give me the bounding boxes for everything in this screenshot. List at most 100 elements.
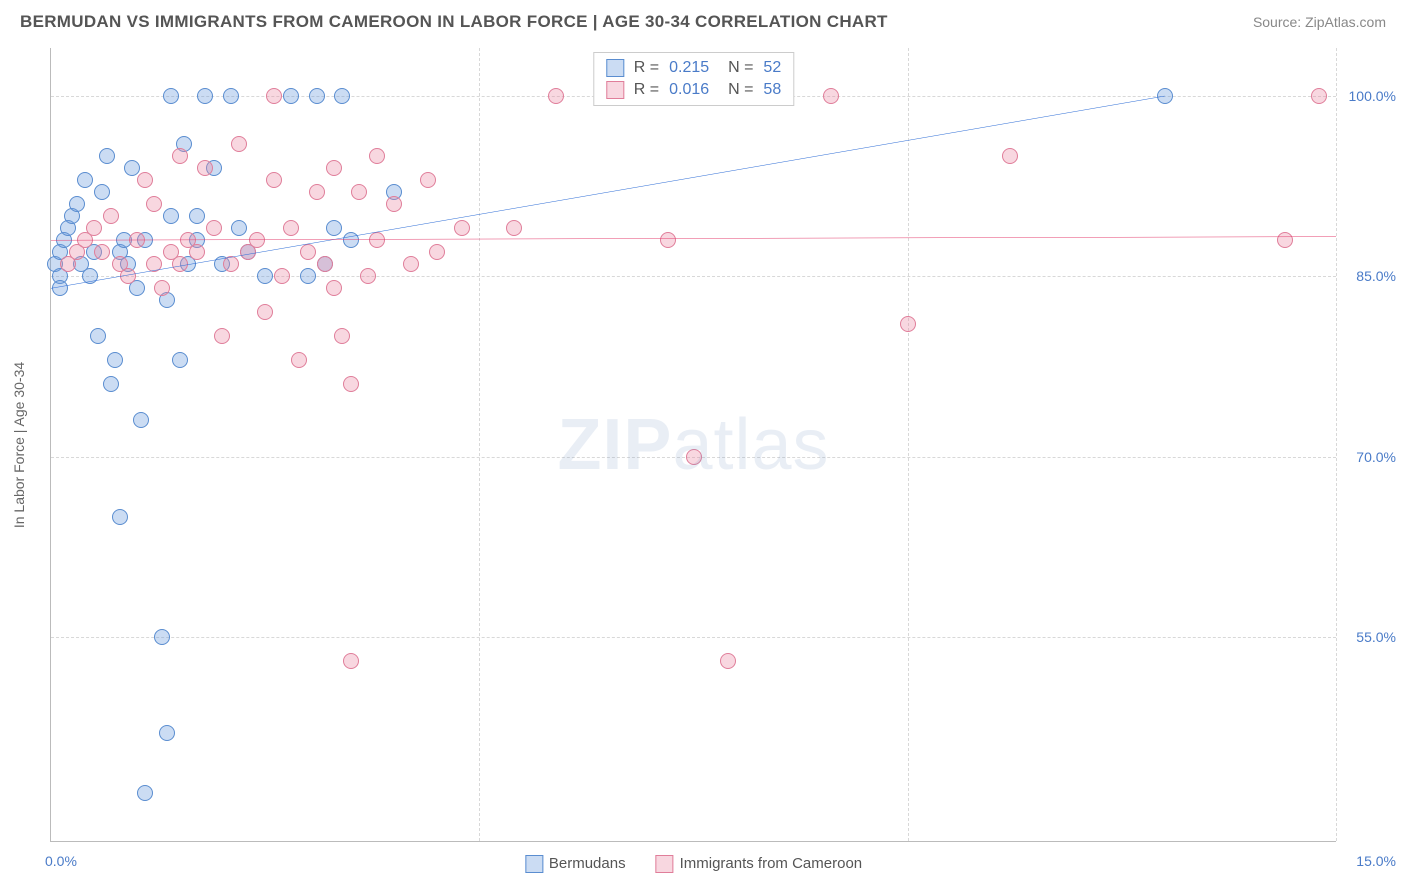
chart-source: Source: ZipAtlas.com: [1253, 14, 1386, 30]
data-point: [124, 160, 140, 176]
data-point: [206, 220, 222, 236]
data-point: [343, 653, 359, 669]
legend-label: Bermudans: [549, 855, 626, 872]
data-point: [107, 352, 123, 368]
data-point: [343, 376, 359, 392]
data-point: [112, 509, 128, 525]
data-point: [506, 220, 522, 236]
legend-item: Bermudans: [525, 855, 626, 873]
data-point: [300, 244, 316, 260]
data-point: [360, 268, 376, 284]
data-point: [172, 148, 188, 164]
legend-swatch: [656, 855, 674, 873]
data-point: [369, 148, 385, 164]
data-point: [163, 88, 179, 104]
data-point: [283, 88, 299, 104]
data-point: [120, 268, 136, 284]
legend-r-label: R =: [634, 59, 659, 77]
data-point: [1277, 232, 1293, 248]
series-legend: Bermudans Immigrants from Cameroon: [525, 855, 862, 873]
gridline-v: [1336, 48, 1337, 841]
legend-stats-row: R = 0.215 N = 52: [606, 57, 781, 79]
y-tick-label: 85.0%: [1341, 268, 1396, 284]
legend-item: Immigrants from Cameroon: [656, 855, 863, 873]
data-point: [823, 88, 839, 104]
data-point: [214, 328, 230, 344]
data-point: [249, 232, 265, 248]
data-point: [146, 196, 162, 212]
data-point: [52, 280, 68, 296]
data-point: [163, 208, 179, 224]
data-point: [94, 244, 110, 260]
data-point: [369, 232, 385, 248]
data-point: [343, 232, 359, 248]
data-point: [1157, 88, 1173, 104]
data-point: [197, 160, 213, 176]
legend-n-label: N =: [719, 59, 753, 77]
data-point: [686, 449, 702, 465]
data-point: [548, 88, 564, 104]
data-point: [274, 268, 290, 284]
data-point: [266, 172, 282, 188]
data-point: [172, 352, 188, 368]
data-point: [69, 196, 85, 212]
data-point: [137, 785, 153, 801]
data-point: [257, 304, 273, 320]
legend-label: Immigrants from Cameroon: [680, 855, 863, 872]
legend-r-value: 0.215: [669, 59, 709, 77]
data-point: [386, 196, 402, 212]
data-point: [309, 184, 325, 200]
legend-swatch: [606, 59, 624, 77]
data-point: [146, 256, 162, 272]
correlation-legend: R = 0.215 N = 52R = 0.016 N = 58: [593, 52, 794, 106]
gridline-v: [479, 48, 480, 841]
data-point: [137, 172, 153, 188]
data-point: [454, 220, 470, 236]
data-point: [154, 280, 170, 296]
legend-r-value: 0.016: [669, 81, 709, 99]
y-axis-label: In Labor Force | Age 30-34: [11, 361, 27, 527]
data-point: [223, 88, 239, 104]
data-point: [154, 629, 170, 645]
y-tick-label: 55.0%: [1341, 629, 1396, 645]
data-point: [189, 244, 205, 260]
data-point: [720, 653, 736, 669]
legend-n-label: N =: [719, 81, 753, 99]
gridline-v: [908, 48, 909, 841]
data-point: [334, 328, 350, 344]
legend-r-label: R =: [634, 81, 659, 99]
x-tick-max: 15.0%: [1356, 853, 1396, 869]
legend-swatch: [525, 855, 543, 873]
data-point: [99, 148, 115, 164]
data-point: [257, 268, 273, 284]
data-point: [82, 268, 98, 284]
data-point: [403, 256, 419, 272]
legend-n-value: 52: [763, 59, 781, 77]
data-point: [90, 328, 106, 344]
data-point: [334, 88, 350, 104]
data-point: [326, 280, 342, 296]
x-tick-min: 0.0%: [45, 853, 77, 869]
y-tick-label: 100.0%: [1341, 88, 1396, 104]
data-point: [291, 352, 307, 368]
legend-n-value: 58: [763, 81, 781, 99]
data-point: [231, 136, 247, 152]
data-point: [283, 220, 299, 236]
data-point: [103, 208, 119, 224]
data-point: [326, 220, 342, 236]
gridline-h: [51, 276, 1336, 277]
plot-area: 100.0%85.0%70.0%55.0%: [51, 48, 1336, 841]
data-point: [300, 268, 316, 284]
data-point: [172, 256, 188, 272]
y-tick-label: 70.0%: [1341, 449, 1396, 465]
data-point: [94, 184, 110, 200]
legend-swatch: [606, 81, 624, 99]
gridline-h: [51, 637, 1336, 638]
data-point: [660, 232, 676, 248]
legend-stats-row: R = 0.016 N = 58: [606, 79, 781, 101]
data-point: [197, 88, 213, 104]
data-point: [231, 220, 247, 236]
data-point: [900, 316, 916, 332]
data-point: [429, 244, 445, 260]
data-point: [1002, 148, 1018, 164]
